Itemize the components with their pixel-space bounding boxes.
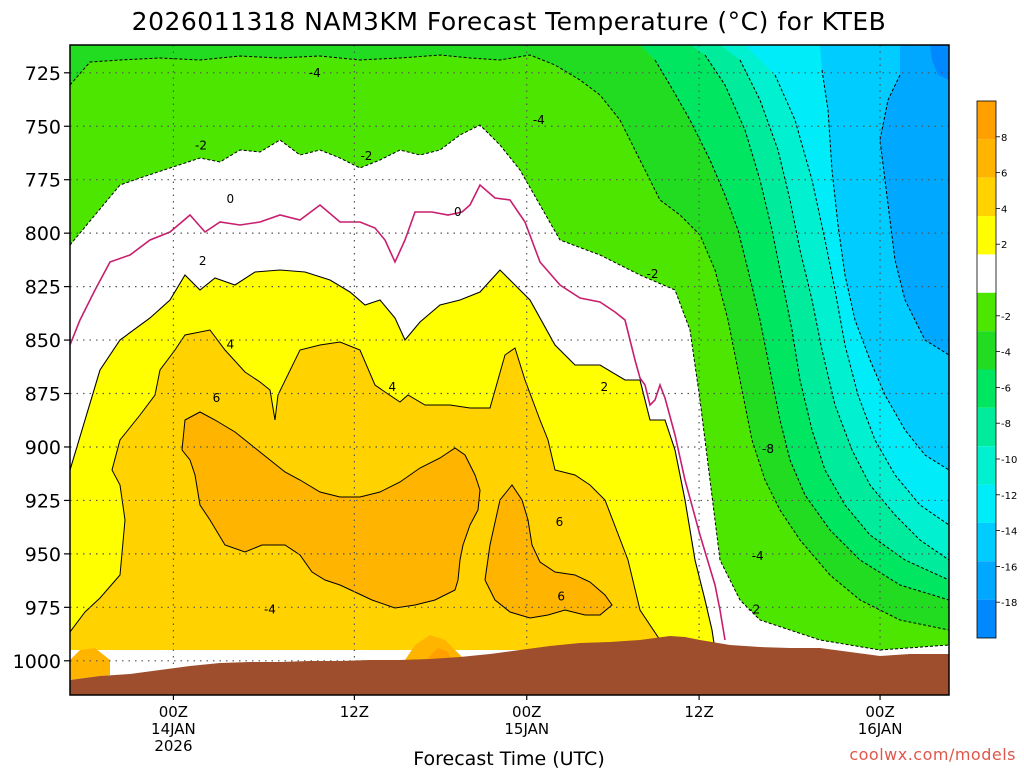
contour-6-line [181,411,481,609]
x-tick-label: 12Z [684,703,713,721]
y-tick-label: 850 [25,330,61,352]
contour-0-line [70,183,726,641]
colorbar-bin [977,446,996,485]
y-tick-label: 800 [25,223,61,245]
contour-minus-14-line [821,69,949,471]
plot-area [70,45,949,695]
colorbar-label: -6 [1001,383,1011,394]
contour-label: 2 [600,380,608,394]
colorbar-bin [977,292,996,332]
contour-2-line [70,269,716,651]
colorbar-bin [977,177,996,217]
y-tick-label: 750 [25,116,61,138]
contour-minus-16-line [879,74,949,356]
contour-label: 6 [556,515,564,529]
credit-text: coolwx.com/models [849,745,1016,764]
contour-label: 2 [199,254,207,268]
temp-band-6-to-8-east [485,485,612,618]
temp-band-minus-18-to-minus-16 [880,45,949,355]
colorbar-bin [977,522,996,562]
x-tick-label: 15JAN [504,720,549,738]
y-tick-label: 900 [25,437,61,459]
contour-label: -4 [264,602,276,616]
colorbar-bin [977,216,996,255]
contour-label: -8 [762,442,774,456]
colorbar-label: -2 [1001,312,1011,323]
contour-minus-2-line [70,124,949,651]
y-tick-label: 875 [25,384,61,406]
temp-band-minus-20-to-minus-18 [930,45,949,80]
contour-label: 0 [226,192,234,206]
contour-label: 4 [226,337,234,351]
contour-4-line [70,329,701,646]
contour-label: -2 [748,602,760,616]
y-tick-label: 950 [25,544,61,566]
colorbar: 8 6 4 2 -2 -4 -6 -8 -10 -12 -14 -16 -18 [976,100,1017,639]
contour-minus-12-line [774,74,949,526]
x-tick-label: 14JAN [151,720,196,738]
colorbar-label: 8 [1001,133,1007,144]
contour-label: -4 [309,66,321,80]
colorbar-frame [976,100,997,639]
colorbar-label: -18 [1001,598,1017,609]
chart-title: 2026011318 NAM3KM Forecast Temperature (… [132,7,887,36]
colorbar-bin [977,561,996,600]
contour-lines-negative [70,54,949,651]
contour-label: -4 [752,549,764,563]
temp-band-6-to-8 [182,412,480,608]
contour-label: 4 [388,380,396,394]
x-tick-label: 00Z [865,703,894,721]
contour-6-east-line [484,484,613,619]
contour-labels: -4 -4 -2 -2 0 0 -2 2 4 4 2 6 -8 6 -4 6 -4 -2 [195,66,774,617]
y-tick-label: 725 [25,63,61,85]
contour-minus-6-line [654,59,949,601]
colorbar-bin [977,484,996,523]
colorbar-label: 4 [1001,204,1007,215]
y-tick-label: 825 [25,277,61,299]
colorbar-label: -4 [1001,348,1011,359]
contour-minus-10-line [739,59,949,561]
colorbar-bin [977,407,996,447]
contour-label: 6 [213,391,221,405]
colorbar-bin [977,599,996,638]
colorbar-label: 2 [1001,240,1007,251]
x-tick-label: 00Z [159,703,188,721]
colorbar-bin [977,254,996,293]
contour-label: -2 [195,138,207,152]
colorbar-label: -8 [1001,419,1011,430]
x-tick-label: 16JAN [858,720,903,738]
gridlines [70,45,949,695]
colorbar-label: -14 [1001,527,1017,538]
y-tick-label: 925 [25,490,61,512]
y-axis: 725 750 775 800 825 850 875 900 925 950 975 1000 [13,63,70,673]
x-axis-label: Forecast Time (UTC) [413,748,604,768]
colorbar-bin [977,331,996,370]
colorbar-label: 6 [1001,169,1007,180]
contour-label: -2 [360,149,372,163]
terrain-ground [70,636,949,695]
colorbar-bin [977,101,996,140]
contour-minus-8-line [704,54,949,581]
contour-label: 6 [557,590,565,604]
y-tick-label: 775 [25,170,61,192]
colorbar-label: -16 [1001,562,1017,573]
colorbar-label: -12 [1001,491,1017,502]
contour-label: -2 [647,267,659,281]
y-tick-label: 1000 [13,651,61,673]
y-tick-label: 975 [25,597,61,619]
plot-frame [69,44,950,696]
contour-label: -4 [533,113,545,127]
colorbar-bin [977,369,996,408]
x-tick-label: 12Z [340,703,369,721]
contour-lines [70,269,716,651]
colorbar-label: -10 [1001,455,1017,466]
x-tick-label: 2026 [154,737,192,755]
colorbar-bin [977,139,996,178]
x-tick-label: 00Z [512,703,541,721]
contour-label: 0 [454,205,462,219]
temp-band-6-to-8-low [70,648,110,680]
